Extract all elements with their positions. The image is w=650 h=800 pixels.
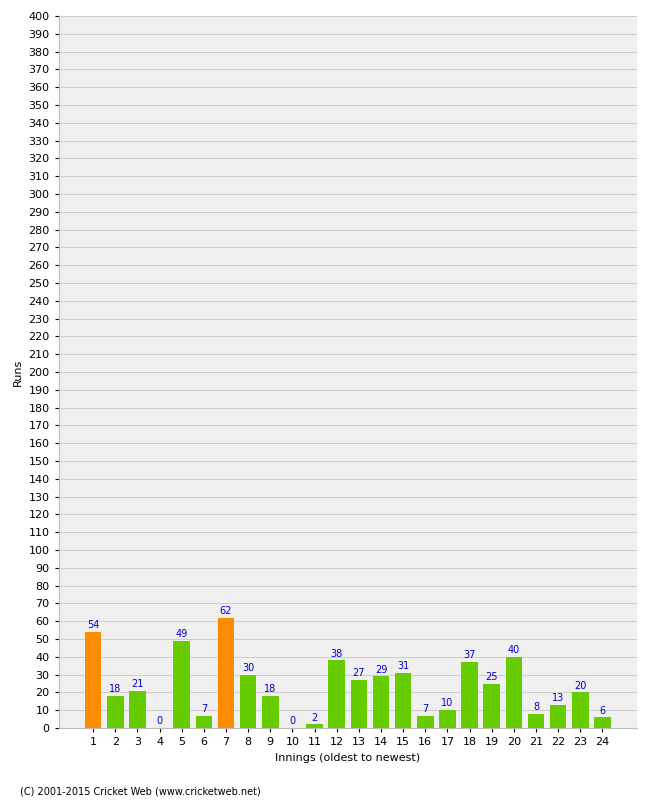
- Bar: [328, 660, 345, 728]
- Text: 20: 20: [574, 681, 586, 690]
- Bar: [350, 680, 367, 728]
- Text: 37: 37: [463, 650, 476, 660]
- Text: 38: 38: [331, 649, 343, 658]
- Text: 7: 7: [422, 704, 428, 714]
- Text: 27: 27: [352, 668, 365, 678]
- Bar: [372, 676, 389, 728]
- Text: 8: 8: [533, 702, 539, 712]
- Text: 49: 49: [176, 629, 188, 639]
- Bar: [439, 710, 456, 728]
- Text: 29: 29: [375, 665, 387, 674]
- Text: 25: 25: [486, 672, 498, 682]
- Bar: [84, 632, 101, 728]
- Bar: [262, 696, 279, 728]
- Bar: [395, 673, 411, 728]
- Text: 13: 13: [552, 693, 564, 703]
- Text: 6: 6: [599, 706, 605, 715]
- Text: 18: 18: [264, 684, 276, 694]
- Bar: [484, 683, 500, 728]
- Bar: [306, 725, 323, 728]
- Text: 10: 10: [441, 698, 454, 709]
- Y-axis label: Runs: Runs: [12, 358, 23, 386]
- Bar: [594, 718, 611, 728]
- Text: 30: 30: [242, 663, 254, 673]
- Text: 21: 21: [131, 679, 144, 689]
- Text: 18: 18: [109, 684, 122, 694]
- Bar: [129, 690, 146, 728]
- Text: 62: 62: [220, 606, 232, 616]
- Bar: [572, 692, 588, 728]
- Text: 2: 2: [311, 713, 318, 722]
- Text: 0: 0: [289, 716, 296, 726]
- Text: (C) 2001-2015 Cricket Web (www.cricketweb.net): (C) 2001-2015 Cricket Web (www.cricketwe…: [20, 786, 260, 796]
- Bar: [462, 662, 478, 728]
- Bar: [550, 705, 566, 728]
- Text: 40: 40: [508, 645, 520, 655]
- Bar: [174, 641, 190, 728]
- Text: 54: 54: [87, 620, 99, 630]
- X-axis label: Innings (oldest to newest): Innings (oldest to newest): [275, 753, 421, 762]
- Bar: [196, 715, 212, 728]
- Bar: [240, 674, 256, 728]
- Bar: [218, 618, 234, 728]
- Text: 31: 31: [397, 661, 410, 671]
- Text: 0: 0: [157, 716, 162, 726]
- Bar: [528, 714, 544, 728]
- Bar: [107, 696, 124, 728]
- Text: 7: 7: [201, 704, 207, 714]
- Bar: [417, 715, 434, 728]
- Bar: [506, 657, 522, 728]
